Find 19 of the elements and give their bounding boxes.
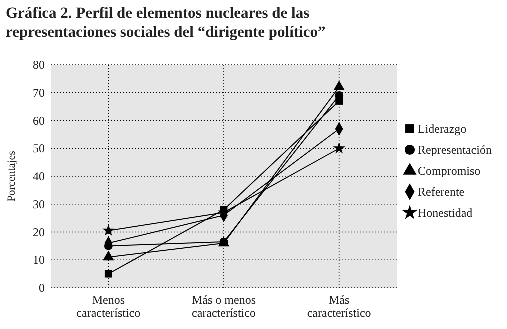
x-tick-label: Menos característico <box>76 293 141 320</box>
y-tick-label: 50 <box>33 142 45 156</box>
y-axis-title: Porcentajes <box>6 151 18 202</box>
legend-label: Liderazgo <box>418 122 467 136</box>
y-tick-label: 20 <box>33 225 45 240</box>
x-tick-label: Más característico <box>307 293 372 320</box>
y-tick-label: 0 <box>39 281 45 295</box>
chart-title: Gráfica 2. Perfil de elementos nucleares de las representaciones sociales del “dirigente político” <box>6 5 326 41</box>
legend-label: Referente <box>418 185 465 199</box>
y-tick-label: 30 <box>33 197 45 212</box>
y-tick-label: 10 <box>33 253 45 268</box>
legend-label: Honestidad <box>418 206 473 220</box>
y-tick-label: 60 <box>33 114 45 128</box>
y-tick-label: 70 <box>33 86 45 100</box>
legend-label: Representación <box>418 143 492 157</box>
x-tick-label: Más o menos característico <box>192 293 256 320</box>
y-tick-label: 40 <box>33 170 45 184</box>
legend-label: Compromiso <box>418 164 481 178</box>
y-tick-label: 80 <box>33 58 45 72</box>
